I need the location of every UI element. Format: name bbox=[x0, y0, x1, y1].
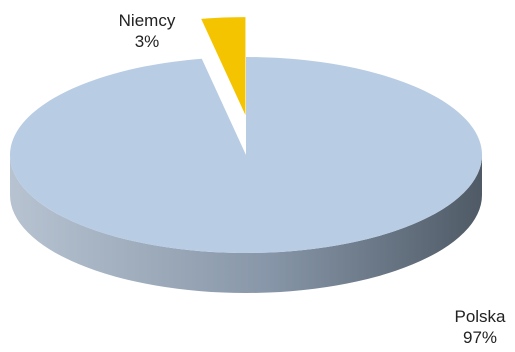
slice-polska bbox=[10, 57, 483, 254]
slice-side-polska bbox=[10, 155, 482, 293]
slice-label-polska-value: 97% bbox=[462, 328, 498, 347]
slice-label-niemcy-name: Niemcy bbox=[118, 11, 176, 30]
slices-layer bbox=[10, 17, 483, 293]
slice-niemcy bbox=[201, 17, 246, 116]
slice-label-polska: Polska 97% bbox=[440, 306, 515, 348]
slice-label-polska-name: Polska bbox=[454, 307, 506, 326]
slice-label-niemcy-value: 3% bbox=[134, 32, 160, 51]
slice-label-niemcy: Niemcy 3% bbox=[108, 10, 186, 52]
